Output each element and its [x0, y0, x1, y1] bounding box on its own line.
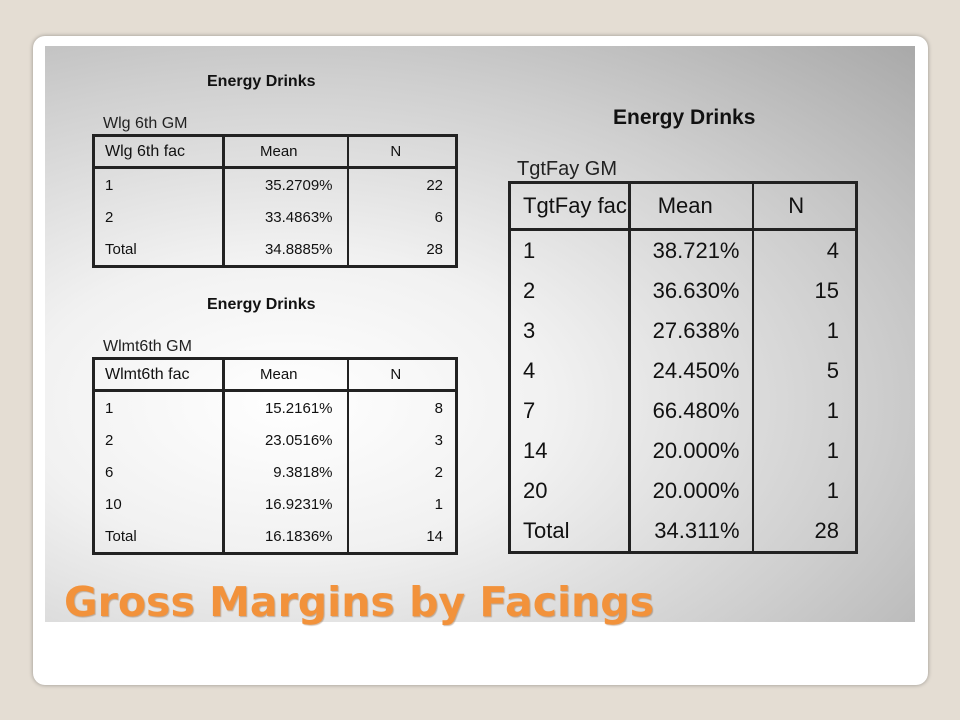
table-row: Total 34.311% 28 — [509, 511, 857, 553]
table-row: 1 15.2161% 8 — [93, 390, 457, 424]
tgtfay-header-fac: TgtFay fac — [509, 182, 631, 231]
mean-cell: 35.2709% — [223, 167, 349, 201]
table-row: 3 27.638% 1 — [509, 311, 857, 351]
mean-cell: 16.9231% — [223, 488, 349, 520]
n-cell: 28 — [426, 240, 443, 258]
wlmt-table-title: Energy Drinks — [207, 296, 316, 313]
wlg-table: Wlg 6th fac Mean N 1 35.2709% 22 2 33.4863% 6… — [92, 134, 458, 268]
row-label-cell: 2 — [509, 271, 631, 311]
wlmt-header-n: N — [347, 358, 457, 392]
n-cell: 1 — [826, 478, 839, 503]
table-row: 6 9.3818% 2 — [93, 456, 457, 488]
wlmt-table: Wlmt6th fac Mean N 1 15.2161% 8 2 23.0516% 3 6… — [92, 357, 458, 555]
mean-cell: 24.450% — [629, 351, 754, 391]
row-label-cell: 7 — [509, 391, 631, 431]
n-cell: 3 — [434, 431, 443, 449]
row-label-cell: 1 — [509, 229, 631, 271]
n-cell: 4 — [826, 238, 839, 263]
slide-title: Gross Margins by Facings — [64, 578, 654, 626]
mean-cell: 16.1836% — [223, 520, 349, 554]
table-row: 2 33.4863% 6 — [93, 201, 457, 233]
wlg-table-title: Energy Drinks — [207, 73, 316, 90]
mean-cell: 27.638% — [629, 311, 754, 351]
tgtfay-header-n: N — [752, 182, 857, 231]
n-cell: 6 — [434, 208, 443, 226]
wlg-header-n: N — [347, 135, 457, 169]
row-label-cell: 20 — [509, 471, 631, 511]
n-cell: 1 — [826, 318, 839, 343]
tgtfay-header-mean: Mean — [629, 182, 754, 231]
row-label-cell: 2 — [93, 424, 225, 456]
table-row: 2 36.630% 15 — [509, 271, 857, 311]
mean-cell: 23.0516% — [223, 424, 349, 456]
row-label-cell: Total — [93, 233, 225, 267]
table-row: Total 34.8885% 28 — [93, 233, 457, 267]
tgtfay-header-row: TgtFay fac Mean N — [509, 182, 857, 231]
n-cell: 28 — [814, 518, 839, 543]
tgtfay-table: TgtFay fac Mean N 1 38.721% 4 2 36.630% 15 3 27… — [508, 181, 858, 554]
mean-cell: 15.2161% — [223, 390, 349, 424]
wlmt-header-row: Wlmt6th fac Mean N — [93, 358, 457, 392]
row-label-cell: Total — [509, 511, 631, 553]
mean-cell: 9.3818% — [223, 456, 349, 488]
row-label-cell: 1 — [93, 167, 225, 201]
tgtfay-table-subtitle: TgtFay GM — [517, 158, 618, 180]
n-cell: 1 — [826, 438, 839, 463]
table-row: 14 20.000% 1 — [509, 431, 857, 471]
table-row: 1 38.721% 4 — [509, 229, 857, 271]
mean-cell: 34.311% — [629, 511, 754, 553]
n-cell: 2 — [434, 463, 443, 481]
table-row: 2 23.0516% 3 — [93, 424, 457, 456]
n-cell: 15 — [814, 278, 839, 303]
n-cell: 5 — [826, 358, 839, 383]
mean-cell: 33.4863% — [223, 201, 349, 233]
wlg-table-subtitle: Wlg 6th GM — [103, 115, 188, 132]
row-label-cell: 10 — [93, 488, 225, 520]
wlmt-header-mean: Mean — [223, 358, 349, 392]
n-cell: 8 — [434, 399, 443, 417]
wlg-header-row: Wlg 6th fac Mean N — [93, 135, 457, 169]
mean-cell: 34.8885% — [223, 233, 349, 267]
table-row: 7 66.480% 1 — [509, 391, 857, 431]
n-cell: 1 — [826, 398, 839, 423]
mean-cell: 20.000% — [629, 431, 754, 471]
row-label-cell: 14 — [509, 431, 631, 471]
table-row: Total 16.1836% 14 — [93, 520, 457, 554]
tgtfay-table-title: Energy Drinks — [613, 106, 756, 129]
wlg-header-mean: Mean — [223, 135, 349, 169]
mean-cell: 66.480% — [629, 391, 754, 431]
n-cell: 1 — [434, 495, 443, 513]
n-cell: 14 — [426, 527, 443, 545]
content-panel: Energy Drinks Wlg 6th GM Wlg 6th fac Mea… — [45, 46, 915, 622]
row-label-cell: 1 — [93, 390, 225, 424]
mean-cell: 36.630% — [629, 271, 754, 311]
row-label-cell: 4 — [509, 351, 631, 391]
row-label-cell: Total — [93, 520, 225, 554]
row-label-cell: 2 — [93, 201, 225, 233]
table-row: 20 20.000% 1 — [509, 471, 857, 511]
n-cell: 22 — [426, 176, 443, 194]
wlg-header-fac: Wlg 6th fac — [93, 135, 225, 169]
mean-cell: 20.000% — [629, 471, 754, 511]
wlmt-table-subtitle: Wlmt6th GM — [103, 338, 192, 355]
wlmt-header-fac: Wlmt6th fac — [93, 358, 225, 392]
mean-cell: 38.721% — [629, 229, 754, 271]
row-label-cell: 6 — [93, 456, 225, 488]
table-row: 1 35.2709% 22 — [93, 167, 457, 201]
row-label-cell: 3 — [509, 311, 631, 351]
table-row: 4 24.450% 5 — [509, 351, 857, 391]
table-row: 10 16.9231% 1 — [93, 488, 457, 520]
